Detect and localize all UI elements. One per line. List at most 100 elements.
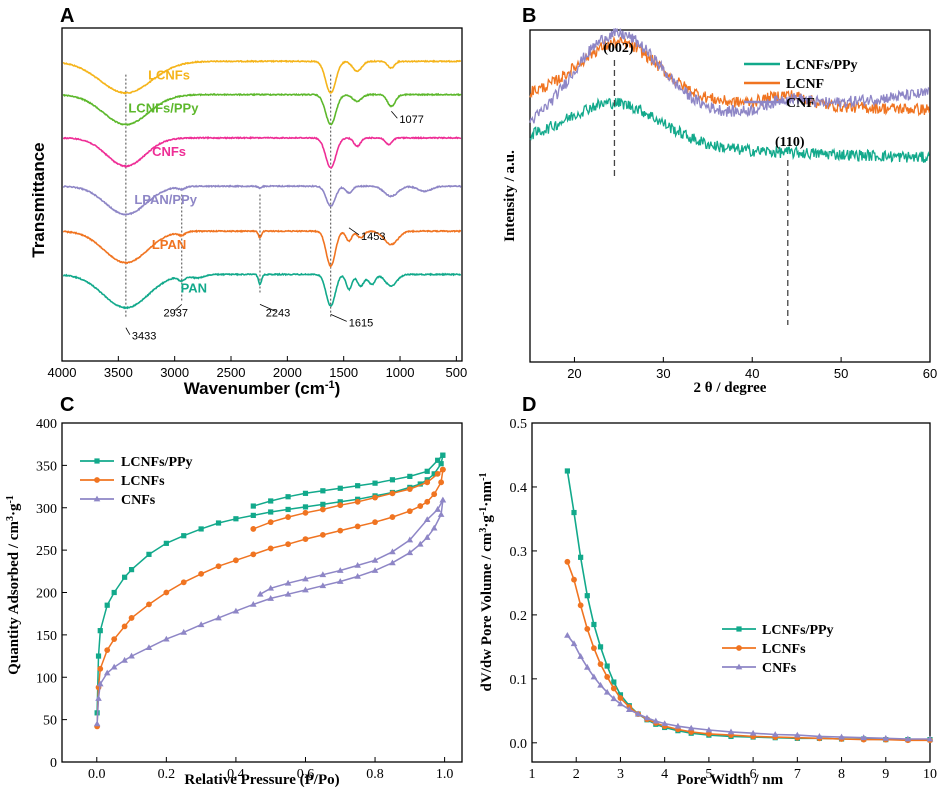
legend-label-lcnf: LCNF xyxy=(786,77,824,92)
panel-b-y-axis-title: Intensity / a.u. xyxy=(502,150,518,242)
data-point-cnfs xyxy=(267,595,274,601)
data-point-lcnfs-ppy xyxy=(268,509,274,515)
data-point-cnfs xyxy=(749,729,757,736)
y-tick-label: 0.4 xyxy=(510,481,528,496)
data-point-lcnfs xyxy=(372,519,378,526)
panel-d-curves xyxy=(564,468,934,744)
data-point-lcnfs xyxy=(389,490,396,497)
data-point-cnfs xyxy=(661,720,668,727)
data-point-lcnfs xyxy=(571,576,577,583)
panel-b: B (002) (110) LCNFs/PPy LCNF CNF 20 30 40 50 60… xyxy=(502,5,937,396)
data-point-lcnfs xyxy=(319,506,326,513)
x-tick-label: 8 xyxy=(838,767,845,782)
annotation-arrow-2937 xyxy=(173,304,183,312)
x-tick-label: 0.4 xyxy=(227,767,245,782)
curve-label-cnfs: CNFs xyxy=(152,144,186,159)
data-point-lcnfs-ppy xyxy=(578,554,584,560)
data-point-lcnfs xyxy=(438,479,445,486)
panel-a-x-ticks: 4000 3500 3000 2500 2000 1500 1000 500 xyxy=(48,356,468,380)
data-point-lcnfs xyxy=(424,498,431,505)
data-point-lcnfs-ppy xyxy=(97,628,103,634)
x-tick-label: 7 xyxy=(794,767,801,782)
data-point-cnfs xyxy=(794,731,801,738)
data-point-lcnfs xyxy=(389,514,396,520)
data-point-lcnfs-ppy xyxy=(268,498,274,504)
x-tick-label: 3 xyxy=(617,767,624,782)
data-point-lcnfs-ppy xyxy=(320,501,326,507)
data-point-lcnfs-ppy xyxy=(440,452,446,458)
data-point-lcnfs-ppy xyxy=(435,457,441,463)
data-point-lcnfs-ppy xyxy=(250,503,256,509)
data-point-lcnfs xyxy=(337,502,344,509)
annotation-arrow-1077 xyxy=(391,110,398,119)
panel-c-curves xyxy=(93,452,447,730)
x-tick-label: 0.6 xyxy=(297,767,315,782)
y-tick-label: 50 xyxy=(43,714,57,729)
legend-marker-lcnfs-ppy xyxy=(94,458,100,464)
data-point-lcnfs xyxy=(372,494,378,501)
data-point-lcnfs-ppy xyxy=(128,567,135,573)
data-point-lcnfs-ppy xyxy=(302,504,309,510)
data-point-cnfs xyxy=(617,700,624,707)
x-tick-label: 2500 xyxy=(217,365,246,380)
data-point-cnfs xyxy=(816,733,823,739)
data-point-lcnfs xyxy=(337,527,344,534)
curve-label-lpan-ppy: LPAN/PPy xyxy=(134,192,197,207)
y-tick-label: 0 xyxy=(50,756,57,771)
x-tick-label: 500 xyxy=(446,365,468,380)
data-point-lcnfs xyxy=(285,514,291,520)
panel-b-legend: LCNFs/PPy LCNF CNF xyxy=(744,58,858,111)
data-point-lcnfs-ppy xyxy=(320,488,326,494)
y-tick-label: 0.5 xyxy=(510,417,528,432)
data-point-cnfs xyxy=(302,575,309,582)
panel-d-y-ticks: 0.0 0.1 0.2 0.3 0.4 0.5 xyxy=(510,417,537,752)
y-tick-label: 150 xyxy=(36,629,57,644)
x-tick-label: 0.8 xyxy=(366,767,384,782)
data-point-lcnfs-ppy xyxy=(233,516,239,522)
data-point-cnfs xyxy=(603,688,611,695)
data-point-lcnfs xyxy=(319,531,326,538)
data-point-lcnfs xyxy=(128,615,135,621)
x-tick-label: 1 xyxy=(529,767,536,782)
data-point-lcnfs-ppy xyxy=(407,473,413,479)
pore-curve-lcnfs xyxy=(566,561,930,742)
data-point-lcnfs-ppy xyxy=(250,512,256,518)
y-tick-label: 0.3 xyxy=(510,545,528,560)
data-point-lcnfs xyxy=(267,545,274,552)
data-point-cnfs xyxy=(354,572,361,579)
data-point-lcnfs xyxy=(97,665,104,672)
panel-a-curve-labels: LCNFs LCNFs/PPy CNFs LPAN/PPy LPAN PAN xyxy=(128,67,207,295)
x-tick-label: 10 xyxy=(923,767,937,782)
data-point-lcnfs-ppy xyxy=(285,494,291,500)
panel-b-peak-markers: (002) (110) xyxy=(603,41,805,325)
data-point-lcnfs xyxy=(406,486,413,493)
legend-label-cnfs: CNFs xyxy=(762,661,797,676)
data-point-cnfs xyxy=(110,663,118,670)
y-tick-label: 100 xyxy=(36,671,57,686)
annotation-arrow-2243 xyxy=(259,304,277,312)
panel-b-curves xyxy=(529,27,930,163)
legend-label-lcnfs-ppy: LCNFs/PPy xyxy=(786,58,858,73)
panel-a-reference-lines xyxy=(125,74,332,318)
panel-c-y-axis-title: Quantity Adsorbed / cm3·g-1 xyxy=(5,495,22,675)
data-point-lcnfs-ppy xyxy=(372,480,378,486)
panel-letter-d: D xyxy=(522,394,536,416)
annotation-arrow-1615 xyxy=(330,314,347,322)
data-point-cnfs xyxy=(838,733,845,740)
data-point-cnfs xyxy=(319,571,327,578)
x-tick-label: 1500 xyxy=(329,365,358,380)
peak-annotation-3433: 3433 xyxy=(132,331,156,343)
data-point-cnfs xyxy=(256,590,264,597)
data-point-lcnfs-ppy xyxy=(302,490,309,496)
data-point-cnfs xyxy=(103,669,111,676)
x-tick-label: 40 xyxy=(745,366,759,381)
panel-c-y-ticks: 0 50 100 150 200 250 300 350 400 xyxy=(36,417,67,771)
data-point-lcnfs xyxy=(604,674,611,680)
data-point-lcnfs-ppy xyxy=(564,468,570,474)
data-point-lcnfs-ppy xyxy=(417,481,423,487)
panel-b-frame xyxy=(529,29,931,363)
data-point-lcnfs-ppy xyxy=(337,485,343,491)
data-point-cnfs xyxy=(904,735,912,742)
data-point-cnfs xyxy=(860,734,867,741)
data-point-lcnfs-ppy xyxy=(215,520,222,526)
